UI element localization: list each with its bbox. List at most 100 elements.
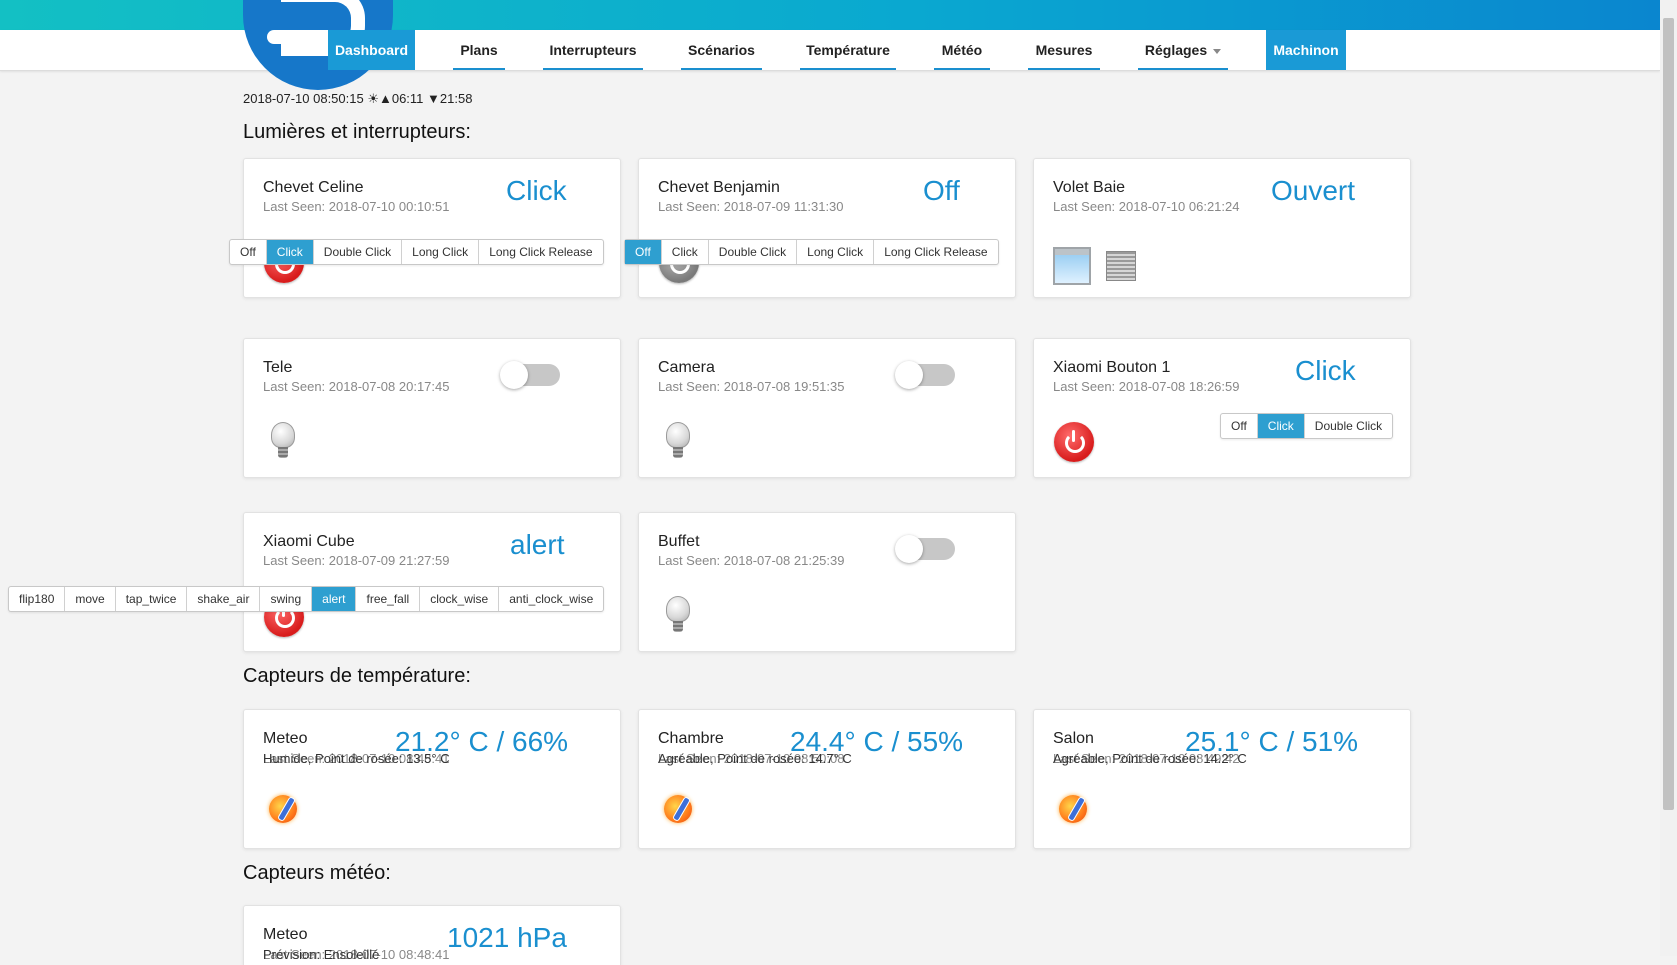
- device-card-chevet-benjamin: Chevet Benjamin Last Seen: 2018-07-09 11…: [638, 158, 1016, 298]
- sensor-name: Meteo: [263, 730, 308, 747]
- sensor-detail: Prévision: Ensoleillé: [263, 947, 380, 962]
- device-card-buffet: Buffet Last Seen: 2018-07-08 21:25:39: [638, 512, 1016, 652]
- option-long-click[interactable]: Long Click: [402, 240, 480, 264]
- option-click[interactable]: Click: [1257, 414, 1305, 438]
- device-last-seen: Last Seen: 2018-07-08 21:25:39: [658, 553, 845, 568]
- temperature-sun-icon[interactable]: [1056, 792, 1090, 826]
- toggle-switch[interactable]: [895, 535, 955, 563]
- device-card-xiaomi-bouton-1: Xiaomi Bouton 1 Last Seen: 2018-07-08 18…: [1033, 338, 1411, 478]
- device-last-seen: Last Seen: 2018-07-10 06:21:24: [1053, 199, 1240, 214]
- nav-mesures[interactable]: Mesures: [1028, 30, 1100, 70]
- toggle-switch[interactable]: [895, 361, 955, 389]
- sensor-detail: Humide, Point de rosée: 13.5° C: [263, 751, 450, 766]
- option-long-click[interactable]: Long Click: [797, 240, 875, 264]
- device-last-seen: Last Seen: 2018-07-09 21:27:59: [263, 553, 450, 568]
- selector-xiaomi-cube: flip180 move tap_twice shake_air swing a…: [8, 586, 605, 612]
- option-flip180[interactable]: flip180: [9, 587, 66, 611]
- option-click[interactable]: Click: [266, 240, 314, 264]
- weather-card-meteo: Meteo Last Seen: 2018-07-10 08:48:41 Pré…: [243, 905, 621, 965]
- device-card-chevet-celine: Chevet Celine Last Seen: 2018-07-10 00:1…: [243, 158, 621, 298]
- lightbulb-icon[interactable]: [666, 596, 690, 634]
- toggle-knob: [500, 361, 528, 389]
- option-double-click[interactable]: Double Click: [709, 240, 798, 264]
- sensor-name: Salon: [1053, 730, 1094, 747]
- option-long-click-release[interactable]: Long Click Release: [884, 245, 988, 259]
- sensor-value: 21.2° C / 66%: [395, 726, 569, 757]
- option-anti-clock-wise[interactable]: anti_clock_wise: [509, 592, 594, 606]
- selector-xiaomi-bouton-1: Off Click Double Click: [1220, 413, 1394, 439]
- option-swing[interactable]: swing: [260, 587, 313, 611]
- bulb-glass: [271, 422, 295, 448]
- device-card-tele: Tele Last Seen: 2018-07-08 20:17:45: [243, 338, 621, 478]
- option-tap-twice[interactable]: tap_twice: [116, 587, 188, 611]
- device-card-volet-baie: Volet Baie Last Seen: 2018-07-10 06:21:2…: [1033, 158, 1411, 298]
- clock-sun-times: 2018-07-10 08:50:15 ☀▲06:11 ▼21:58: [243, 91, 473, 106]
- option-click[interactable]: Click: [662, 240, 709, 264]
- device-card-xiaomi-cube: Xiaomi Cube Last Seen: 2018-07-09 21:27:…: [243, 512, 621, 652]
- temp-card-meteo: Meteo Last Seen: 2018-07-10 08:48:41 Hum…: [243, 709, 621, 849]
- nav-machinon[interactable]: Machinon: [1266, 30, 1346, 70]
- device-name: Xiaomi Cube: [263, 533, 355, 550]
- option-off[interactable]: Off: [625, 240, 662, 264]
- nav-interrupteurs[interactable]: Interrupteurs: [543, 30, 643, 70]
- logo-bar: [267, 30, 342, 44]
- option-double-click[interactable]: Double Click: [1314, 419, 1383, 433]
- device-name: Chevet Celine: [263, 179, 364, 196]
- temp-card-salon: Salon Last Seen: 2018-07-10 08:49:42 Agr…: [1033, 709, 1411, 849]
- bulb-glass: [666, 596, 690, 622]
- window-open-icon[interactable]: [1053, 247, 1091, 285]
- sensor-detail: Agréable, Point de rosée: 14.2° C: [1053, 751, 1247, 766]
- chevron-down-icon: [1213, 48, 1222, 54]
- lightbulb-icon[interactable]: [666, 422, 690, 460]
- temperature-sun-icon[interactable]: [266, 792, 300, 826]
- sensor-last-seen: Last Seen: 2018-07-10 08:49:42: [1053, 751, 1240, 766]
- option-off[interactable]: Off: [1221, 414, 1258, 438]
- scrollbar-thumb[interactable]: [1663, 18, 1674, 810]
- device-last-seen: Last Seen: 2018-07-08 20:17:45: [263, 379, 450, 394]
- sensor-last-seen: Last Seen: 2018-07-10 08:48:41: [263, 751, 450, 766]
- nav-plans[interactable]: Plans: [453, 30, 505, 70]
- sensor-detail: Agréable, Point de rosée: 14.7° C: [658, 751, 852, 766]
- bulb-base: [278, 447, 288, 458]
- device-last-seen: Last Seen: 2018-07-08 18:26:59: [1053, 379, 1240, 394]
- device-status: Off: [923, 175, 960, 206]
- temp-card-chambre: Chambre Last Seen: 2018-07-10 08:50:08 A…: [638, 709, 1016, 849]
- shutter-closed-icon[interactable]: [1106, 251, 1136, 281]
- nav-dashboard[interactable]: Dashboard: [328, 30, 415, 70]
- option-free-fall[interactable]: free_fall: [356, 587, 421, 611]
- device-last-seen: Last Seen: 2018-07-09 11:31:30: [658, 199, 844, 214]
- option-alert[interactable]: alert: [312, 587, 357, 611]
- sensor-value: 1021 hPa: [447, 922, 567, 953]
- power-icon[interactable]: [1054, 422, 1094, 462]
- bulb-glass: [666, 422, 690, 448]
- nav-temperature[interactable]: Température: [800, 30, 896, 70]
- toggle-knob: [895, 361, 923, 389]
- device-name: Chevet Benjamin: [658, 179, 780, 196]
- lightbulb-icon[interactable]: [271, 422, 295, 460]
- temperature-sun-icon[interactable]: [661, 792, 695, 826]
- device-card-camera: Camera Last Seen: 2018-07-08 19:51:35: [638, 338, 1016, 478]
- device-status: Click: [1295, 355, 1356, 386]
- nav-scenarios[interactable]: Scénarios: [681, 30, 762, 70]
- option-move[interactable]: move: [65, 587, 116, 611]
- section-temp-title: Capteurs de température:: [243, 665, 471, 687]
- device-name: Buffet: [658, 533, 700, 550]
- nav-reglages[interactable]: Réglages: [1138, 30, 1228, 70]
- nav-meteo[interactable]: Météo: [934, 30, 990, 70]
- device-name: Camera: [658, 359, 715, 376]
- device-last-seen: Last Seen: 2018-07-10 00:10:51: [263, 199, 450, 214]
- option-clock-wise[interactable]: clock_wise: [420, 587, 500, 611]
- option-off[interactable]: Off: [230, 240, 267, 264]
- selector-chevet-celine: Off Click Double Click Long Click Long C…: [229, 239, 604, 265]
- device-name: Xiaomi Bouton 1: [1053, 359, 1171, 376]
- bulb-base: [673, 447, 683, 458]
- sensor-last-seen: Last Seen: 2018-07-10 08:50:08: [658, 751, 845, 766]
- option-long-click-release[interactable]: Long Click Release: [489, 245, 593, 259]
- sensor-value: 25.1° C / 51%: [1185, 726, 1359, 757]
- device-last-seen: Last Seen: 2018-07-08 19:51:35: [658, 379, 845, 394]
- device-status: Ouvert: [1271, 175, 1356, 206]
- option-double-click[interactable]: Double Click: [314, 240, 403, 264]
- toggle-switch[interactable]: [500, 361, 560, 389]
- device-status: alert: [510, 529, 565, 560]
- option-shake-air[interactable]: shake_air: [187, 587, 261, 611]
